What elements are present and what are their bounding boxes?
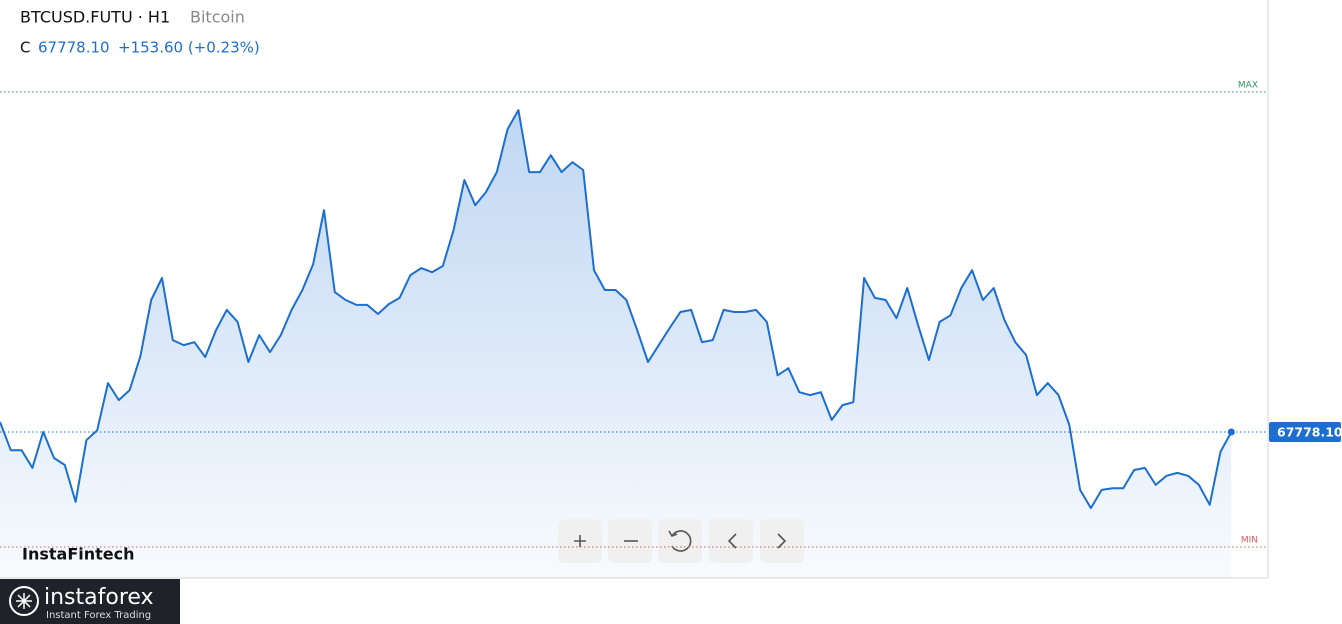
min-line-label: MIN — [1241, 535, 1258, 545]
logo-tagline: Instant Forex Trading — [46, 610, 151, 621]
area-fill — [0, 110, 1232, 578]
close-value: 67778.10 — [38, 39, 110, 57]
close-label: C — [20, 39, 30, 57]
change-value: +153.60 (+0.23%) — [118, 39, 260, 57]
max-line-label: MAX — [1238, 80, 1258, 90]
zoom-in-button[interactable] — [558, 519, 602, 563]
logo-text: instaforex — [44, 585, 154, 610]
scroll-left-button[interactable] — [709, 519, 753, 563]
zoom-out-button[interactable] — [608, 519, 652, 563]
price-line — [0, 109, 1233, 510]
toolbar — [558, 519, 804, 563]
logo: instaforex Instant Forex Trading — [0, 579, 180, 624]
last-price-box — [1269, 422, 1341, 443]
watermark: InstaFintech — [22, 545, 135, 564]
scroll-right-button[interactable] — [760, 519, 804, 563]
last-price-label: 67778.10 — [1277, 425, 1342, 440]
reset-button[interactable] — [658, 519, 702, 563]
last-point — [1227, 428, 1235, 436]
instrument-name: Bitcoin — [190, 8, 245, 27]
symbol: BTCUSD.FUTU · H1 — [20, 8, 170, 27]
